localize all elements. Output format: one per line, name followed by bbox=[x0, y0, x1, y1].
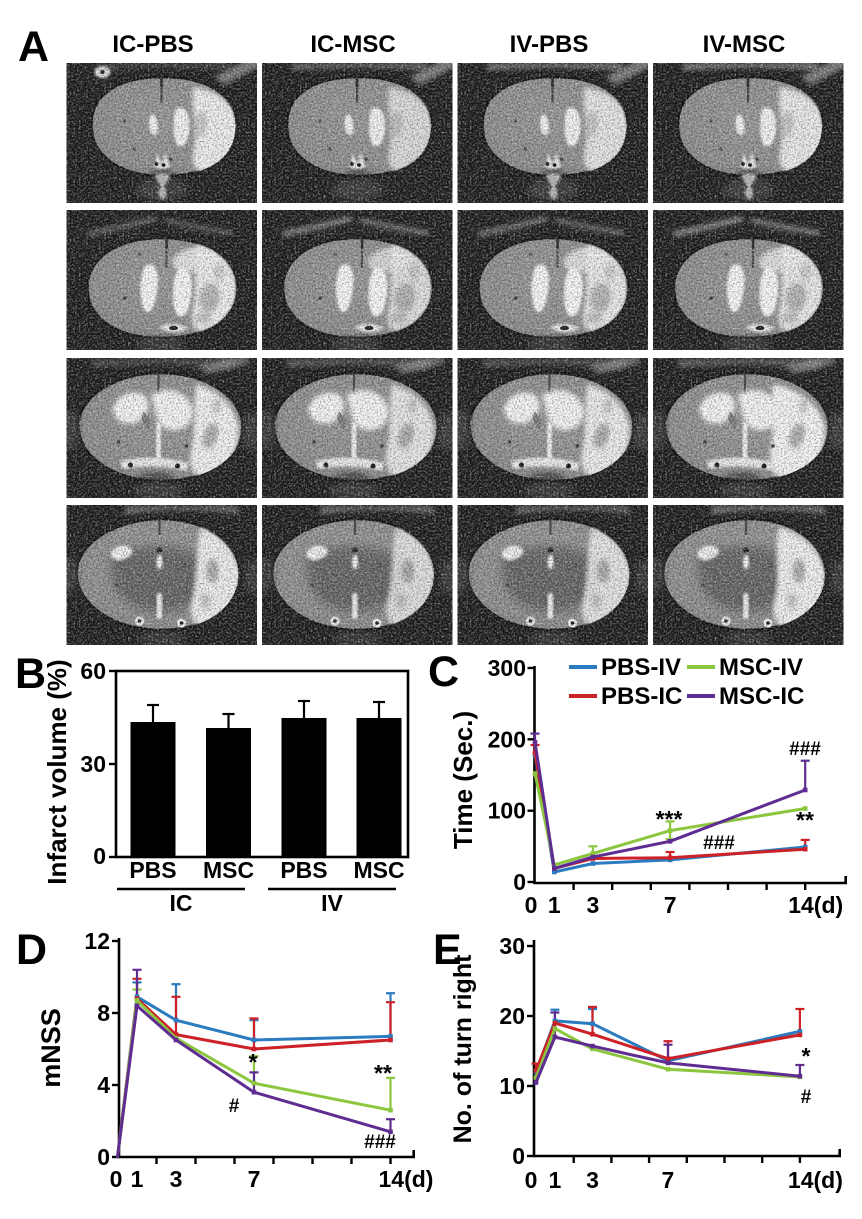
svg-text:PBS: PBS bbox=[129, 857, 176, 883]
svg-text:###: ### bbox=[789, 739, 821, 760]
svg-text:PBS-IV: PBS-IV bbox=[601, 654, 681, 681]
svg-text:20: 20 bbox=[499, 1003, 525, 1029]
svg-text:7: 7 bbox=[664, 892, 677, 918]
svg-text:IC-PBS: IC-PBS bbox=[112, 31, 193, 58]
svg-text:E: E bbox=[433, 926, 462, 974]
svg-text:0: 0 bbox=[512, 1143, 525, 1169]
svg-text:***: *** bbox=[656, 806, 683, 832]
svg-text:IV-PBS: IV-PBS bbox=[510, 31, 589, 58]
svg-text:A: A bbox=[18, 23, 49, 71]
svg-text:MSC-IC: MSC-IC bbox=[719, 683, 804, 710]
svg-text:3: 3 bbox=[586, 1167, 599, 1193]
svg-text:MSC: MSC bbox=[353, 857, 404, 883]
svg-text:300: 300 bbox=[488, 655, 526, 681]
svg-text:**: ** bbox=[374, 1060, 392, 1086]
svg-text:14(d): 14(d) bbox=[379, 1166, 434, 1192]
svg-text:Infarct volume (%): Infarct volume (%) bbox=[42, 659, 72, 884]
svg-text:1: 1 bbox=[548, 1167, 561, 1193]
svg-text:14(d): 14(d) bbox=[788, 1167, 843, 1193]
svg-text:10: 10 bbox=[499, 1073, 525, 1099]
svg-text:**: ** bbox=[796, 807, 814, 833]
svg-text:0: 0 bbox=[525, 892, 538, 918]
svg-text:1: 1 bbox=[131, 1166, 144, 1192]
svg-text:0: 0 bbox=[110, 1166, 123, 1192]
svg-text:###: ### bbox=[364, 1132, 396, 1153]
svg-text:7: 7 bbox=[662, 1167, 675, 1193]
svg-text:#: # bbox=[229, 1096, 240, 1117]
svg-text:30: 30 bbox=[499, 933, 525, 959]
svg-text:30: 30 bbox=[80, 751, 106, 777]
svg-text:IV-MSC: IV-MSC bbox=[703, 31, 786, 58]
svg-text:B: B bbox=[15, 650, 46, 698]
svg-text:Time (Sec.): Time (Sec.) bbox=[448, 711, 478, 849]
svg-text:200: 200 bbox=[488, 726, 526, 752]
svg-text:IC: IC bbox=[170, 890, 193, 916]
svg-text:3: 3 bbox=[587, 892, 600, 918]
svg-text:PBS-IC: PBS-IC bbox=[601, 683, 682, 710]
svg-text:0: 0 bbox=[513, 869, 526, 895]
svg-text:0: 0 bbox=[97, 1144, 110, 1170]
svg-text:4: 4 bbox=[97, 1072, 110, 1098]
svg-text:0: 0 bbox=[93, 843, 106, 869]
svg-text:12: 12 bbox=[84, 928, 110, 954]
svg-text:No. of turn right: No. of turn right bbox=[449, 954, 477, 1144]
svg-text:*: * bbox=[249, 1049, 258, 1075]
svg-text:*: * bbox=[802, 1043, 811, 1069]
svg-text:60: 60 bbox=[80, 658, 106, 684]
svg-text:PBS: PBS bbox=[280, 857, 327, 883]
svg-text:MSC-IV: MSC-IV bbox=[719, 654, 803, 681]
svg-text:###: ### bbox=[703, 833, 735, 854]
svg-text:14(d): 14(d) bbox=[788, 892, 843, 918]
svg-text:D: D bbox=[16, 926, 47, 974]
svg-text:IV: IV bbox=[321, 890, 343, 916]
svg-text:3: 3 bbox=[170, 1166, 183, 1192]
svg-text:IC-MSC: IC-MSC bbox=[310, 31, 395, 58]
svg-text:100: 100 bbox=[488, 798, 526, 824]
svg-text:0: 0 bbox=[525, 1167, 538, 1193]
svg-text:MSC: MSC bbox=[203, 857, 254, 883]
svg-text:C: C bbox=[428, 648, 459, 696]
svg-text:8: 8 bbox=[97, 1000, 110, 1026]
svg-text:#: # bbox=[801, 1087, 812, 1108]
svg-text:mNSS: mNSS bbox=[36, 1008, 66, 1088]
svg-text:1: 1 bbox=[548, 892, 561, 918]
svg-text:7: 7 bbox=[248, 1166, 261, 1192]
